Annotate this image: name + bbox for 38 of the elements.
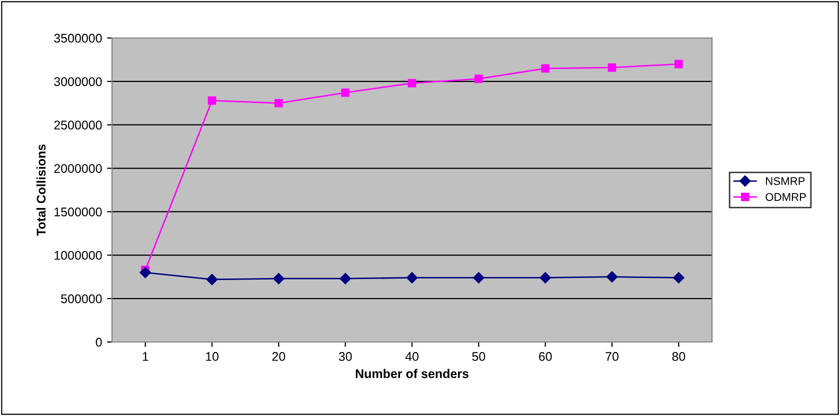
x-axis-title: Number of senders	[356, 368, 468, 378]
y-tick-label: 3500000	[54, 34, 102, 43]
x-tick-label: 10	[206, 352, 218, 361]
x-tick-label: 40	[405, 352, 418, 361]
point	[474, 74, 483, 83]
point	[274, 98, 283, 108]
y-axis-title: Total Collisions	[36, 144, 46, 236]
x-tick-label: 1	[142, 352, 148, 361]
point	[606, 271, 618, 282]
x-tick-label: 50	[472, 352, 486, 361]
point	[340, 272, 351, 284]
point	[208, 96, 216, 105]
x-tick-label: 80	[672, 352, 686, 361]
point	[206, 274, 218, 286]
legend-label: NSMRP	[766, 177, 805, 186]
x-tick-label: 30	[338, 352, 352, 361]
y-tick-label: 3000000	[54, 77, 102, 86]
point	[408, 79, 416, 88]
point	[406, 272, 418, 284]
y-tick-label: 0	[96, 338, 102, 347]
x-tick-label: 70	[606, 352, 618, 361]
point	[473, 272, 484, 284]
point	[140, 266, 151, 278]
y-tick-label: 1000000	[54, 250, 102, 260]
point	[541, 64, 550, 73]
x-tick-label: 60	[539, 352, 552, 361]
y-tick-label: 1500000	[54, 208, 102, 216]
point	[673, 272, 684, 284]
point	[540, 272, 551, 284]
point	[273, 272, 284, 284]
y-tick-label: 500000	[61, 294, 102, 304]
point	[341, 88, 350, 97]
y-tick-label: 2000000	[54, 164, 102, 173]
legend-label: ODMRP	[766, 193, 806, 201]
x-tick-label: 20	[272, 352, 286, 361]
y-tick-label: 2500000	[54, 120, 102, 130]
point	[674, 60, 683, 68]
point	[608, 63, 616, 72]
